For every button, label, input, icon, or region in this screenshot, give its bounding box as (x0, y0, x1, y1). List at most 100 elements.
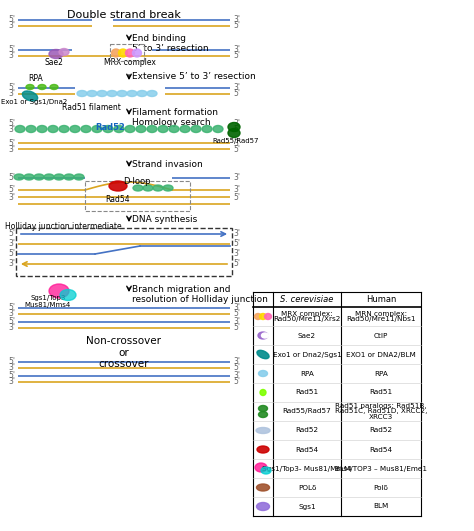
Text: 3': 3' (8, 21, 15, 30)
Text: 5': 5' (233, 90, 240, 98)
Text: 5': 5' (233, 323, 240, 332)
Ellipse shape (133, 185, 143, 191)
Text: 5': 5' (233, 364, 240, 373)
Text: CtIP: CtIP (374, 332, 388, 338)
Text: 5': 5' (8, 139, 15, 148)
Ellipse shape (169, 125, 179, 133)
Text: DNA synthesis: DNA synthesis (132, 215, 197, 224)
Text: 3': 3' (233, 318, 240, 327)
Ellipse shape (133, 49, 142, 57)
Text: 3': 3' (8, 260, 15, 269)
Ellipse shape (163, 185, 173, 191)
Ellipse shape (114, 125, 124, 133)
Ellipse shape (59, 48, 69, 56)
Text: Rad54: Rad54 (295, 447, 319, 452)
Text: MRX complex:: MRX complex: (281, 311, 333, 317)
Ellipse shape (257, 350, 269, 359)
Ellipse shape (77, 90, 87, 97)
Text: Double strand break: Double strand break (67, 10, 181, 20)
Text: 5': 5' (233, 125, 240, 134)
Ellipse shape (26, 84, 34, 90)
Text: 5': 5' (8, 185, 15, 194)
Ellipse shape (256, 484, 270, 491)
Text: MRN complex:: MRN complex: (355, 311, 407, 317)
Ellipse shape (228, 129, 240, 138)
Ellipse shape (118, 49, 128, 57)
Text: Rad51 filament: Rad51 filament (62, 103, 121, 112)
Ellipse shape (103, 125, 113, 133)
Text: RPA: RPA (28, 74, 44, 83)
Ellipse shape (153, 185, 163, 191)
Text: 5': 5' (8, 83, 15, 92)
Text: Rad54: Rad54 (369, 447, 392, 452)
Text: Polδ: Polδ (374, 484, 388, 491)
Text: 3': 3' (8, 364, 15, 373)
Ellipse shape (202, 125, 212, 133)
Text: 5': 5' (233, 310, 240, 319)
Ellipse shape (70, 125, 80, 133)
Ellipse shape (213, 125, 223, 133)
Text: MRX complex: MRX complex (104, 58, 156, 67)
Text: Extensive 5’ to 3’ resection: Extensive 5’ to 3’ resection (132, 72, 256, 81)
Ellipse shape (125, 125, 135, 133)
Text: BLM/TOP3 – Mus81/Eme1: BLM/TOP3 – Mus81/Eme1 (335, 466, 427, 472)
Text: 3': 3' (233, 174, 240, 183)
Text: 3': 3' (233, 46, 240, 55)
Text: Filament formation
Homology search: Filament formation Homology search (132, 108, 218, 127)
Text: 5': 5' (8, 119, 15, 129)
Text: 5': 5' (233, 193, 240, 201)
Text: 3': 3' (8, 310, 15, 319)
Ellipse shape (256, 502, 270, 510)
Text: RPA: RPA (300, 371, 314, 376)
Ellipse shape (147, 90, 157, 97)
Text: Sgs1/Top3
Mus81/Mms4: Sgs1/Top3 Mus81/Mms4 (25, 295, 71, 308)
Text: Branch migration and
resolution of Holliday junction: Branch migration and resolution of Holli… (132, 285, 268, 304)
Ellipse shape (143, 185, 153, 191)
Ellipse shape (64, 174, 74, 180)
Text: Rad54: Rad54 (106, 195, 130, 204)
Text: 3': 3' (233, 15, 240, 24)
Text: Rad55/Rad57: Rad55/Rad57 (213, 138, 259, 144)
Text: 5': 5' (233, 260, 240, 269)
Text: 5': 5' (8, 229, 15, 238)
Text: Exo1 or Dna2/Sgs1: Exo1 or Dna2/Sgs1 (273, 352, 341, 357)
Ellipse shape (59, 125, 69, 133)
Text: 3': 3' (233, 372, 240, 381)
Ellipse shape (262, 333, 268, 338)
Text: BLM: BLM (374, 503, 389, 510)
Ellipse shape (260, 390, 266, 396)
Text: 5': 5' (233, 239, 240, 249)
Ellipse shape (24, 174, 34, 180)
Text: Rad51: Rad51 (295, 390, 319, 396)
Ellipse shape (22, 91, 37, 101)
Text: Strand invasion: Strand invasion (132, 160, 203, 169)
Text: Rad52: Rad52 (95, 124, 125, 133)
Ellipse shape (38, 84, 46, 90)
Ellipse shape (49, 284, 69, 298)
Text: 5': 5' (233, 378, 240, 387)
Ellipse shape (137, 90, 147, 97)
Text: Rad51 paralogs: Rad51B,: Rad51 paralogs: Rad51B, (335, 403, 427, 409)
Text: 3': 3' (233, 119, 240, 129)
Ellipse shape (126, 49, 135, 57)
Text: 3': 3' (8, 323, 15, 332)
Ellipse shape (48, 125, 58, 133)
Ellipse shape (258, 406, 267, 412)
Ellipse shape (15, 125, 25, 133)
Ellipse shape (127, 90, 137, 97)
Text: Sgs1: Sgs1 (298, 503, 316, 510)
Text: XRCC3: XRCC3 (369, 414, 393, 420)
Ellipse shape (49, 49, 63, 58)
Ellipse shape (256, 427, 270, 433)
Ellipse shape (257, 446, 269, 453)
Text: 3': 3' (8, 125, 15, 134)
Ellipse shape (117, 90, 127, 97)
Text: S. cerevisiae: S. cerevisiae (280, 295, 334, 304)
Text: 3': 3' (8, 90, 15, 98)
Text: 5': 5' (8, 46, 15, 55)
Ellipse shape (44, 174, 54, 180)
Ellipse shape (191, 125, 201, 133)
Text: 5': 5' (233, 21, 240, 30)
Ellipse shape (111, 49, 120, 57)
Ellipse shape (258, 412, 267, 417)
